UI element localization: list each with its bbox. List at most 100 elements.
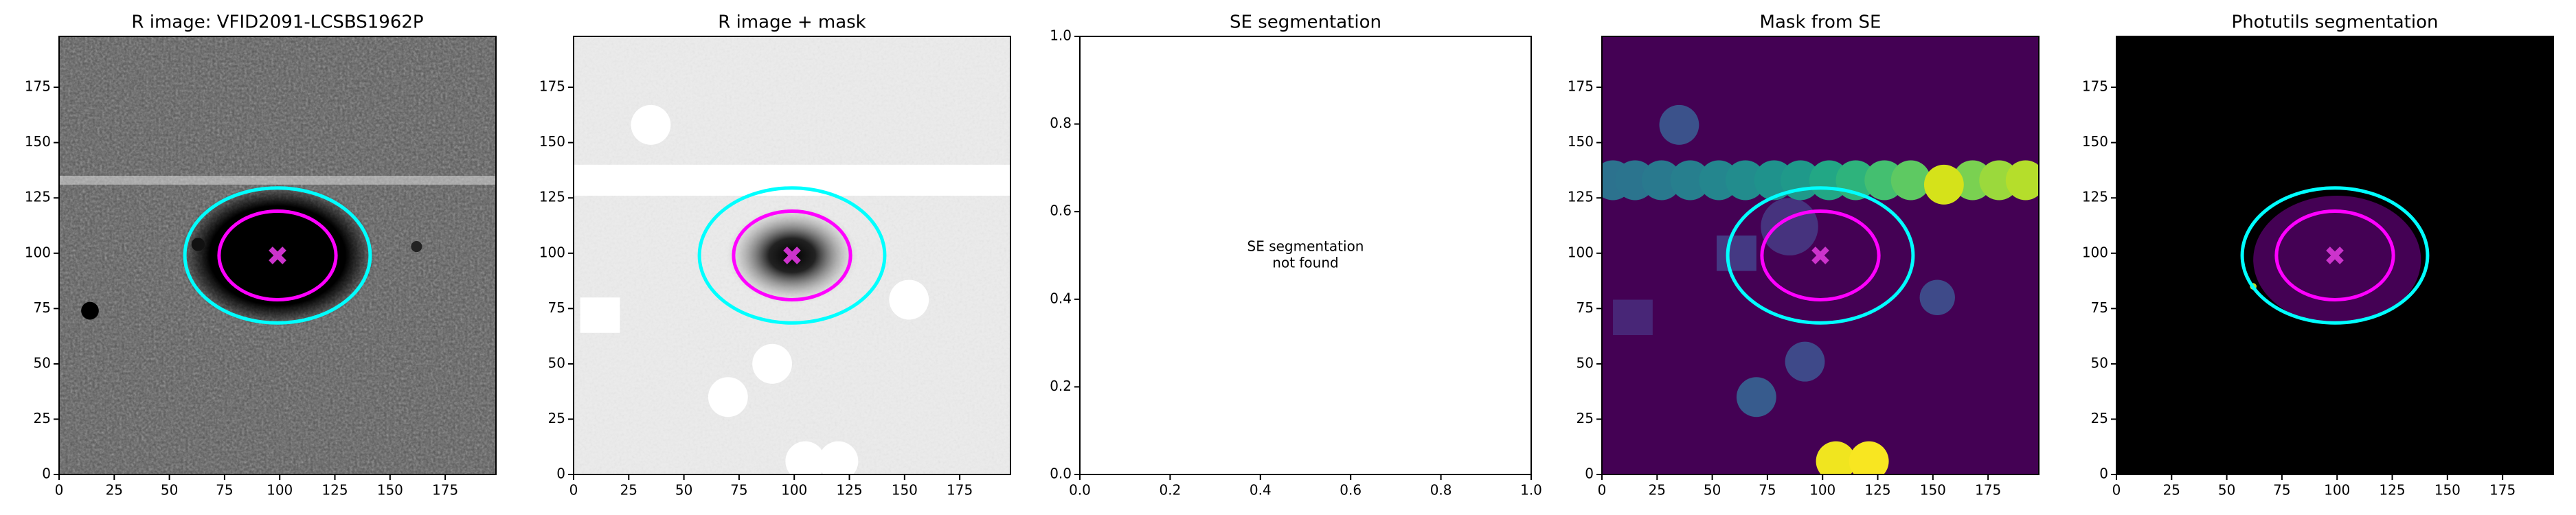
axes-frame <box>58 36 497 475</box>
panel-title: R image + mask <box>718 12 866 33</box>
y-tick-label: 75 <box>34 299 51 316</box>
y-tick-label: 175 <box>1568 78 1594 95</box>
x-tick-label: 0 <box>1598 482 1607 499</box>
aperture-ellipse <box>2240 186 2430 325</box>
y-tick-label: 75 <box>548 299 565 316</box>
star <box>191 238 205 251</box>
y-tick-label: 150 <box>25 133 51 150</box>
y-tick-label: 50 <box>2091 354 2108 371</box>
x-tick-label: 125 <box>836 482 862 499</box>
x-tick-label: 0 <box>55 482 64 499</box>
y-tick-label: 0.2 <box>1050 378 1072 394</box>
x-tick-label: 0.2 <box>1159 482 1181 499</box>
axes-frame <box>1601 36 2040 475</box>
aperture-ellipse <box>1760 209 1881 301</box>
panel-title: Mask from SE <box>1760 12 1882 33</box>
y-tick-label: 175 <box>2082 78 2108 95</box>
y-tick-label: 75 <box>2091 299 2108 316</box>
x-tick-label: 75 <box>730 482 747 499</box>
x-tick-label: 50 <box>2218 482 2235 499</box>
x-tick-label: 175 <box>1975 482 2001 499</box>
y-tick-label: 25 <box>548 410 565 426</box>
streak <box>59 175 496 185</box>
y-tick-label: 100 <box>25 244 51 260</box>
mask <box>574 104 1010 474</box>
y-tick-label: 25 <box>2091 410 2108 426</box>
center-marker <box>2326 247 2344 264</box>
y-tick-label: 25 <box>1577 410 1594 426</box>
y-tick-label: 0 <box>42 466 51 482</box>
x-tick-label: 0.4 <box>1250 482 1272 499</box>
y-tick-label: 0 <box>2099 466 2108 482</box>
x-tick-label: 125 <box>2379 482 2405 499</box>
y-tick-label: 0.4 <box>1050 290 1072 306</box>
axes-frame <box>2116 36 2554 475</box>
axes-frame <box>573 36 1011 475</box>
panel-title: SE segmentation <box>1230 12 1381 33</box>
x-tick-label: 1.0 <box>1520 482 1542 499</box>
y-tick-label: 50 <box>548 354 565 371</box>
aperture-ellipse <box>697 186 887 325</box>
y-tick-label: 125 <box>1568 189 1594 205</box>
panel-title: R image: VFID2091-LCSBS1962P <box>131 12 423 33</box>
y-tick-label: 150 <box>1568 133 1594 150</box>
x-tick-label: 0 <box>2112 482 2121 499</box>
y-tick-label: 25 <box>34 410 51 426</box>
center-marker <box>1811 247 1829 264</box>
y-tick-label: 75 <box>1577 299 1594 316</box>
x-tick-label: 50 <box>675 482 692 499</box>
x-tick-label: 100 <box>267 482 293 499</box>
x-tick-label: 25 <box>106 482 123 499</box>
y-tick-label: 125 <box>25 189 51 205</box>
x-tick-label: 50 <box>1704 482 1721 499</box>
x-tick-label: 25 <box>2163 482 2180 499</box>
x-tick-label: 100 <box>781 482 807 499</box>
axes-frame <box>1079 36 1532 475</box>
y-tick-label: 0 <box>556 466 565 482</box>
annotation: not found <box>1272 255 1338 271</box>
x-tick-label: 100 <box>2324 482 2350 499</box>
y-tick-label: 0 <box>1585 466 1594 482</box>
y-tick-label: 50 <box>34 354 51 371</box>
y-tick-label: 0.6 <box>1050 203 1072 219</box>
y-tick-label: 100 <box>2082 244 2108 260</box>
y-tick-label: 100 <box>539 244 565 260</box>
y-tick-label: 0.0 <box>1050 466 1072 482</box>
x-tick-label: 175 <box>2489 482 2516 499</box>
x-tick-label: 0.8 <box>1430 482 1452 499</box>
x-tick-label: 100 <box>1809 482 1835 499</box>
x-tick-label: 0 <box>569 482 578 499</box>
x-tick-label: 125 <box>321 482 348 499</box>
x-tick-label: 125 <box>1864 482 1890 499</box>
y-tick-label: 150 <box>2082 133 2108 150</box>
y-tick-label: 0.8 <box>1050 115 1072 131</box>
aperture-ellipse <box>2274 209 2395 301</box>
x-tick-label: 0.6 <box>1340 482 1362 499</box>
y-tick-label: 1.0 <box>1050 27 1072 44</box>
y-tick-label: 125 <box>539 189 565 205</box>
x-tick-label: 150 <box>892 482 918 499</box>
x-tick-label: 0.0 <box>1069 482 1091 499</box>
x-tick-label: 175 <box>947 482 973 499</box>
x-tick-label: 75 <box>1759 482 1776 499</box>
x-tick-label: 150 <box>377 482 403 499</box>
center-marker <box>269 247 286 264</box>
x-tick-label: 25 <box>620 482 637 499</box>
panel-title: Photutils segmentation <box>2232 12 2439 33</box>
image-masked <box>574 36 1010 474</box>
image-background <box>1080 36 1531 474</box>
y-tick-label: 175 <box>539 78 565 95</box>
aperture-ellipse <box>183 186 372 325</box>
aperture-ellipse <box>732 209 852 301</box>
y-tick-label: 50 <box>1577 354 1594 371</box>
y-tick-label: 125 <box>2082 189 2108 205</box>
star <box>411 241 422 253</box>
x-tick-label: 50 <box>161 482 178 499</box>
x-tick-label: 75 <box>2273 482 2290 499</box>
x-tick-label: 150 <box>2434 482 2461 499</box>
y-tick-label: 150 <box>539 133 565 150</box>
x-tick-label: 175 <box>432 482 458 499</box>
star <box>81 301 99 320</box>
empty-image <box>1080 36 1531 474</box>
